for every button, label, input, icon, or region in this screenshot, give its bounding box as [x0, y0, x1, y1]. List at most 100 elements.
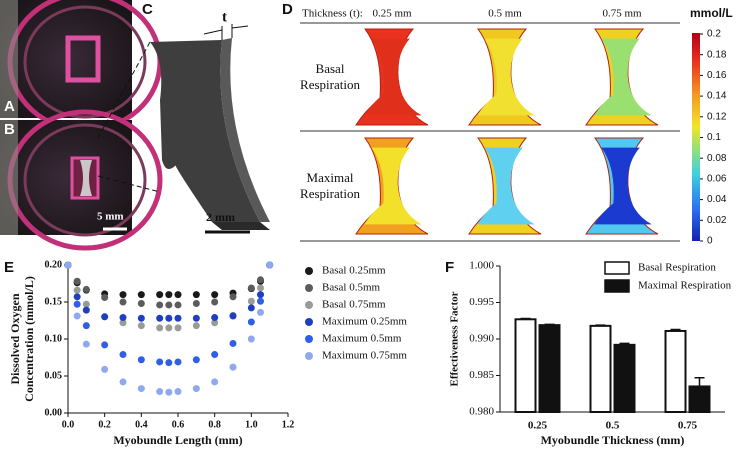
panel-label: E — [4, 259, 14, 276]
data-point — [165, 291, 173, 299]
y-axis-label: Dissolved Oxygen — [8, 293, 22, 384]
data-point — [257, 291, 264, 299]
colorbar-tick-label: 0.2 — [707, 29, 721, 40]
row-label: Basal — [316, 61, 345, 76]
colorbar-tick-label: 0.12 — [707, 111, 727, 122]
colorbar-tick-label: 0.1 — [707, 132, 721, 143]
error-bar — [670, 328, 681, 331]
data-point — [192, 356, 200, 364]
legend-label: Maximum 0.25mm — [322, 316, 407, 328]
colorbar — [692, 33, 700, 241]
data-point — [156, 314, 164, 322]
colorbar-tick-label: 0.16 — [707, 70, 727, 81]
data-point — [192, 314, 200, 322]
error-bar — [619, 342, 630, 345]
data-point — [211, 298, 219, 306]
data-point — [165, 314, 173, 322]
legend-swatch — [604, 279, 630, 293]
legend-marker — [305, 318, 313, 326]
photo-a — [0, 0, 163, 133]
legend-marker — [305, 267, 313, 275]
data-point — [73, 300, 81, 308]
data-point — [192, 322, 200, 330]
data-point — [101, 294, 109, 302]
x-tick-label: 0.8 — [208, 419, 221, 430]
data-point — [211, 319, 219, 327]
data-point — [229, 312, 237, 320]
y-tick-label: 0.15 — [45, 296, 63, 307]
data-point — [247, 335, 255, 343]
thickness-label: Thickness (t): — [302, 8, 363, 20]
colorbar-tick-label: 0.08 — [707, 153, 727, 164]
colorbar-tick-label: 0.14 — [707, 91, 727, 102]
legend-label: Basal 0.75mm — [322, 299, 386, 311]
x-tick-label: 0.0 — [62, 419, 75, 430]
legend-label: Basal 0.5mm — [322, 282, 380, 294]
data-point — [174, 324, 182, 332]
data-point — [247, 284, 255, 292]
data-point — [211, 351, 219, 359]
panel-label: A — [4, 98, 15, 115]
data-point — [257, 308, 264, 316]
data-point — [156, 358, 164, 366]
scale-bar-label: 5 mm — [97, 211, 124, 223]
legend-marker — [305, 284, 313, 292]
data-point — [266, 261, 274, 269]
data-point — [82, 340, 90, 348]
legend-marker — [305, 352, 313, 360]
data-point — [119, 314, 127, 322]
data-point — [229, 363, 237, 371]
data-point — [119, 351, 127, 359]
legend-label: Maximum 0.5mm — [322, 333, 402, 345]
y-tick-label: 0.05 — [45, 370, 63, 381]
data-point — [101, 313, 109, 321]
y-tick-label: 0.990 — [469, 333, 494, 345]
panel-label: F — [445, 259, 454, 276]
data-point — [247, 304, 255, 312]
error-bar — [544, 323, 555, 326]
legend-marker — [305, 301, 313, 309]
data-point — [257, 297, 264, 305]
data-point — [73, 286, 81, 294]
data-point — [137, 299, 145, 307]
bar — [664, 329, 687, 413]
data-point — [119, 298, 127, 306]
data-point — [247, 318, 255, 326]
data-point — [174, 388, 182, 396]
x-tick-label: 0.75 — [678, 420, 698, 432]
bar — [538, 324, 561, 414]
y-tick-label: 0.995 — [469, 296, 494, 308]
bar — [589, 324, 612, 413]
data-point — [156, 301, 164, 309]
heatmap-core — [477, 38, 535, 116]
panel-label: C — [142, 1, 153, 18]
data-point — [73, 277, 81, 285]
data-point — [137, 314, 145, 322]
colorbar-tick-label: 0.18 — [707, 49, 727, 60]
panel-label: D — [282, 1, 293, 18]
x-axis-label: Myobundle Length (mm) — [113, 433, 242, 447]
heatmap-core — [594, 38, 652, 116]
heatmap-core — [594, 147, 652, 225]
row-label: Maximal — [307, 170, 354, 185]
x-tick-label: 0.6 — [172, 419, 185, 430]
data-point — [165, 388, 173, 396]
data-point — [192, 299, 200, 307]
heatmap-core — [477, 147, 535, 225]
thickness-value: 0.25 mm — [372, 8, 412, 20]
data-point — [211, 378, 219, 386]
data-point — [137, 385, 145, 393]
data-point — [156, 324, 164, 332]
y-tick-label: 0.985 — [469, 369, 494, 381]
colorbar-tick-label: 0.02 — [707, 215, 727, 226]
data-point — [174, 301, 182, 309]
x-tick-label: 0.25 — [528, 420, 548, 432]
y-tick-label: 0.980 — [469, 406, 494, 418]
bar — [613, 343, 636, 413]
x-tick-label: 0.5 — [606, 420, 620, 432]
data-point — [73, 293, 81, 301]
legend-label: Basal 0.25mm — [322, 265, 386, 277]
data-point — [82, 300, 90, 308]
data-point — [192, 385, 200, 393]
